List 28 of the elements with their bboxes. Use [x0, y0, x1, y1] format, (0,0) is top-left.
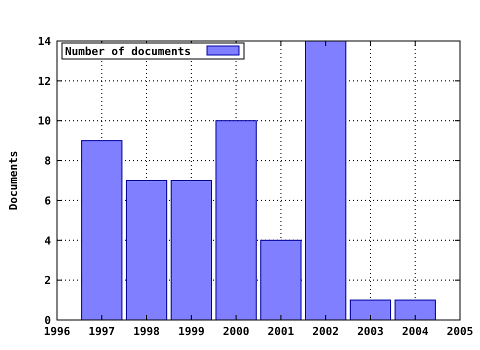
x-tick-label: 1996 — [44, 325, 71, 338]
x-tick-label: 2001 — [268, 325, 295, 338]
x-tick-label: 2004 — [402, 325, 429, 338]
bar — [170, 180, 212, 320]
bar — [81, 140, 122, 320]
y-tick-label: 12 — [38, 74, 51, 88]
legend-label: Number of documents — [65, 45, 191, 58]
bar — [394, 300, 436, 320]
bar — [126, 180, 168, 320]
bar — [305, 40, 346, 320]
y-tick-label: 2 — [44, 274, 51, 288]
x-tick-label: 1998 — [133, 325, 160, 338]
x-tick-label: 2002 — [312, 325, 339, 338]
x-tick-label: 2005 — [446, 325, 474, 338]
bar — [215, 120, 257, 320]
y-tick-label: 8 — [44, 154, 51, 168]
y-tick-label: 10 — [38, 114, 51, 128]
y-tick-label: 14 — [38, 35, 52, 48]
x-tick-label: 2003 — [357, 325, 384, 338]
x-tick-label: 2000 — [222, 325, 250, 338]
x-tick-label: 1999 — [178, 325, 205, 338]
y-tick-label: 6 — [44, 194, 52, 208]
y-axis-title: Documents — [7, 150, 20, 210]
y-tick-label: 4 — [44, 234, 52, 248]
bar — [260, 240, 302, 320]
bar — [350, 300, 392, 320]
y-tick-label: 0 — [44, 314, 51, 327]
x-tick-label: 1997 — [88, 325, 116, 338]
